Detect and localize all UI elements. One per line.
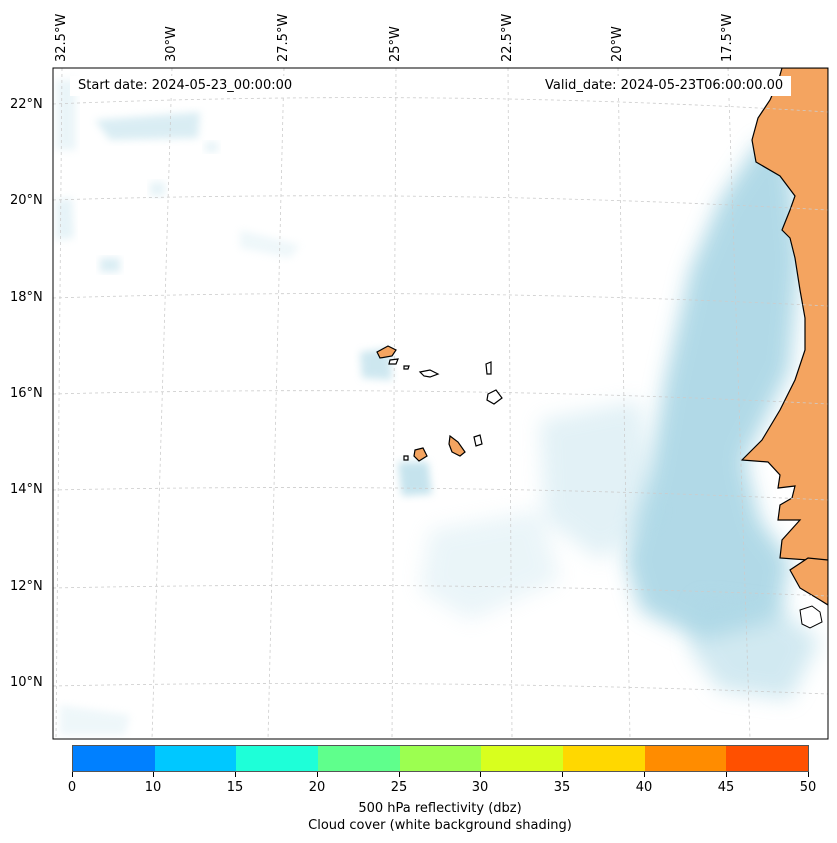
colorbar-tick bbox=[562, 772, 563, 777]
lon-label-25w: 25°W bbox=[388, 26, 403, 62]
colorbar-tick-label: 45 bbox=[717, 780, 735, 795]
cape-verde-islands bbox=[376, 345, 503, 462]
island-boa-vista bbox=[486, 389, 503, 405]
colorbar-tick-label: 30 bbox=[471, 780, 489, 795]
colorbar-tick-label: 0 bbox=[67, 780, 77, 795]
colorbar-segment-40-45 bbox=[644, 746, 727, 771]
colorbar-segment-15-20 bbox=[236, 746, 319, 771]
graticule bbox=[53, 68, 828, 739]
colorbar-sublabel: Cloud cover (white background shading) bbox=[308, 818, 572, 833]
lon-label-22-5w: 22.5°W bbox=[500, 13, 515, 62]
colorbar-tick-label: 10 bbox=[144, 780, 162, 795]
lon-label-30w: 30°W bbox=[164, 26, 179, 62]
lon-label-20w: 20°W bbox=[610, 26, 625, 62]
island-santiago bbox=[448, 434, 466, 457]
colorbar-tick-label: 20 bbox=[308, 780, 326, 795]
map-frame bbox=[52, 67, 829, 740]
start-date-label: Start date: 2024-05-23_00:00:00 bbox=[70, 76, 301, 96]
lat-label-22n: 22°N bbox=[10, 97, 43, 112]
island-fogo bbox=[413, 447, 428, 462]
colorbar-tick bbox=[153, 772, 154, 777]
island-santo-antao bbox=[376, 345, 397, 359]
colorbar-label: 500 hPa reflectivity (dbz) bbox=[358, 801, 522, 816]
colorbar-tick bbox=[317, 772, 318, 777]
lon-label-27-5w: 27.5°W bbox=[276, 13, 291, 62]
island-maio bbox=[473, 434, 483, 447]
colorbar-tick bbox=[808, 772, 809, 777]
colorbar-tick-label: 50 bbox=[799, 780, 817, 795]
colorbar-segment-25-30 bbox=[399, 746, 482, 771]
island-sao-nicolau bbox=[418, 369, 440, 378]
colorbar-tick bbox=[644, 772, 645, 777]
island-brava bbox=[403, 455, 409, 461]
valid-date-label: Valid_date: 2024-05-23T06:00:00.00 bbox=[537, 76, 792, 96]
lat-label-12n: 12°N bbox=[10, 579, 43, 594]
lat-label-14n: 14°N bbox=[10, 482, 43, 497]
lat-label-10n: 10°N bbox=[10, 675, 43, 690]
colorbar-tick-label: 40 bbox=[635, 780, 653, 795]
colorbar-tick-label: 15 bbox=[226, 780, 244, 795]
colorbar-tick-label: 35 bbox=[553, 780, 571, 795]
colorbar-segment-10-15 bbox=[154, 746, 237, 771]
colorbar-tick-label: 25 bbox=[390, 780, 408, 795]
bissau-islands bbox=[799, 605, 823, 629]
lon-label-17-5w: 17.5°W bbox=[720, 13, 735, 62]
lat-label-18n: 18°N bbox=[10, 290, 43, 305]
colorbar-segment-0-10 bbox=[73, 746, 155, 771]
colorbar-tick bbox=[399, 772, 400, 777]
island-sao-vicente bbox=[388, 358, 399, 365]
lat-label-20n: 20°N bbox=[10, 193, 43, 208]
island-sal bbox=[485, 361, 492, 375]
guinea-coast bbox=[789, 557, 828, 606]
colorbar-segment-30-35 bbox=[481, 746, 564, 771]
lat-label-16n: 16°N bbox=[10, 386, 43, 401]
colorbar-tick bbox=[235, 772, 236, 777]
colorbar-segment-20-25 bbox=[318, 746, 400, 771]
colorbar bbox=[72, 745, 809, 772]
colorbar-segment-35-40 bbox=[563, 746, 645, 771]
colorbar-tick bbox=[72, 772, 73, 777]
africa-landmass bbox=[740, 68, 828, 579]
colorbar-tick bbox=[480, 772, 481, 777]
lon-label-32-5w: 32.5°W bbox=[54, 13, 69, 62]
colorbar-tick bbox=[726, 772, 727, 777]
colorbar-segment-45-50 bbox=[726, 746, 809, 771]
cloud-cover-layer bbox=[56, 80, 820, 735]
island-santa-luzia bbox=[403, 365, 410, 370]
